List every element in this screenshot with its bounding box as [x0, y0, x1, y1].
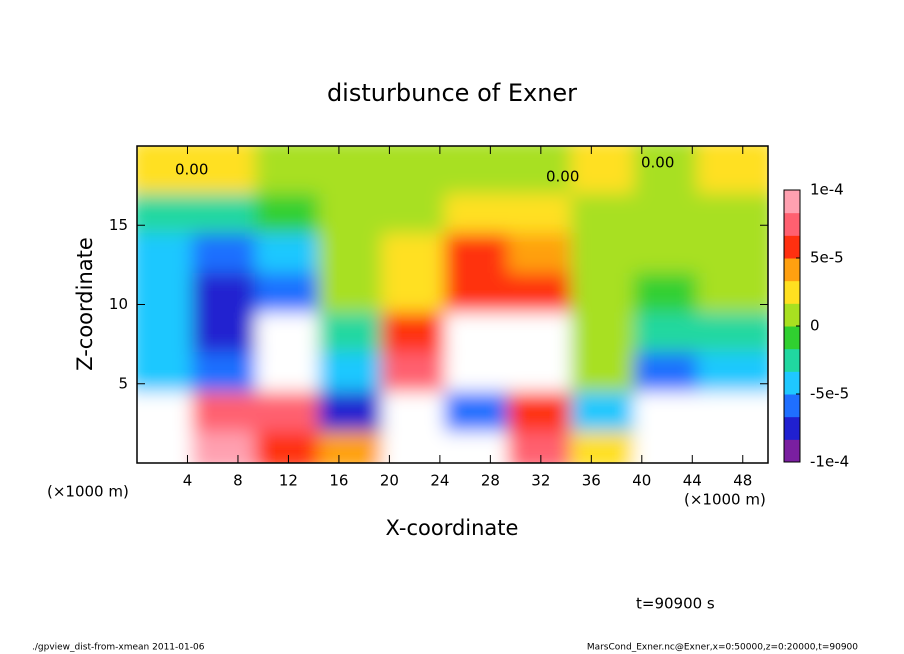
colorbar-swatch [784, 258, 800, 282]
colorbar-tick-label: -1e-4 [810, 453, 849, 471]
y-axis-label: Z-coordinate [73, 237, 97, 371]
contour-label: 0.00 [175, 161, 208, 179]
colorbar-tick-label: 5e-5 [810, 249, 844, 267]
colorbar-tick-label: 0 [810, 317, 820, 335]
colorbar-tick-label: 1e-4 [810, 181, 844, 199]
y-tick-label: 5 [118, 374, 128, 392]
colorbar-swatch [784, 348, 800, 372]
colorbar-swatch [784, 326, 800, 350]
x-tick-label: 44 [683, 472, 702, 490]
colorbar-swatch [784, 190, 800, 214]
x-tick-label: 28 [481, 472, 500, 490]
x-tick-label: 40 [632, 472, 651, 490]
x-tick-label: 8 [233, 472, 243, 490]
colorbar-swatch [784, 439, 800, 463]
y-tick-label: 10 [109, 295, 128, 313]
colorbar-swatch [784, 394, 800, 418]
x-tick-label: 16 [329, 472, 348, 490]
colorbar-swatch [784, 235, 800, 259]
colorbar-swatch [784, 303, 800, 327]
field-cell [696, 146, 768, 194]
x-unit-label: (×1000 m) [684, 491, 766, 509]
footer-right: MarsCond_Exner.nc@Exner,x=0:50000,z=0:20… [587, 643, 858, 653]
x-axis-label: X-coordinate [386, 516, 519, 540]
x-tick-label: 4 [183, 472, 193, 490]
x-tick-label: 24 [430, 472, 449, 490]
field [137, 146, 768, 463]
x-tick-label: 36 [582, 472, 601, 490]
y-tick-label: 15 [109, 216, 128, 234]
time-label: t=90900 s [636, 595, 715, 613]
colorbar-tick-label: -5e-5 [810, 385, 849, 403]
x-unit-label: (×1000 m) [47, 483, 129, 501]
x-tick-label: 32 [531, 472, 550, 490]
contour-label: 0.00 [641, 154, 674, 172]
x-tick-label: 48 [733, 472, 752, 490]
colorbar-swatch [784, 280, 800, 304]
x-tick-label: 12 [279, 472, 298, 490]
chart-title: disturbunce of Exner [327, 79, 577, 107]
field-cells [137, 146, 768, 463]
footer-left: ./gpview_dist-from-xmean 2011-01-06 [32, 643, 205, 653]
colorbar-swatch [784, 371, 800, 395]
colorbar-swatch [784, 416, 800, 440]
x-tick-label: 20 [380, 472, 399, 490]
colorbar-swatch [784, 212, 800, 236]
contour-label: 0.00 [546, 168, 579, 186]
